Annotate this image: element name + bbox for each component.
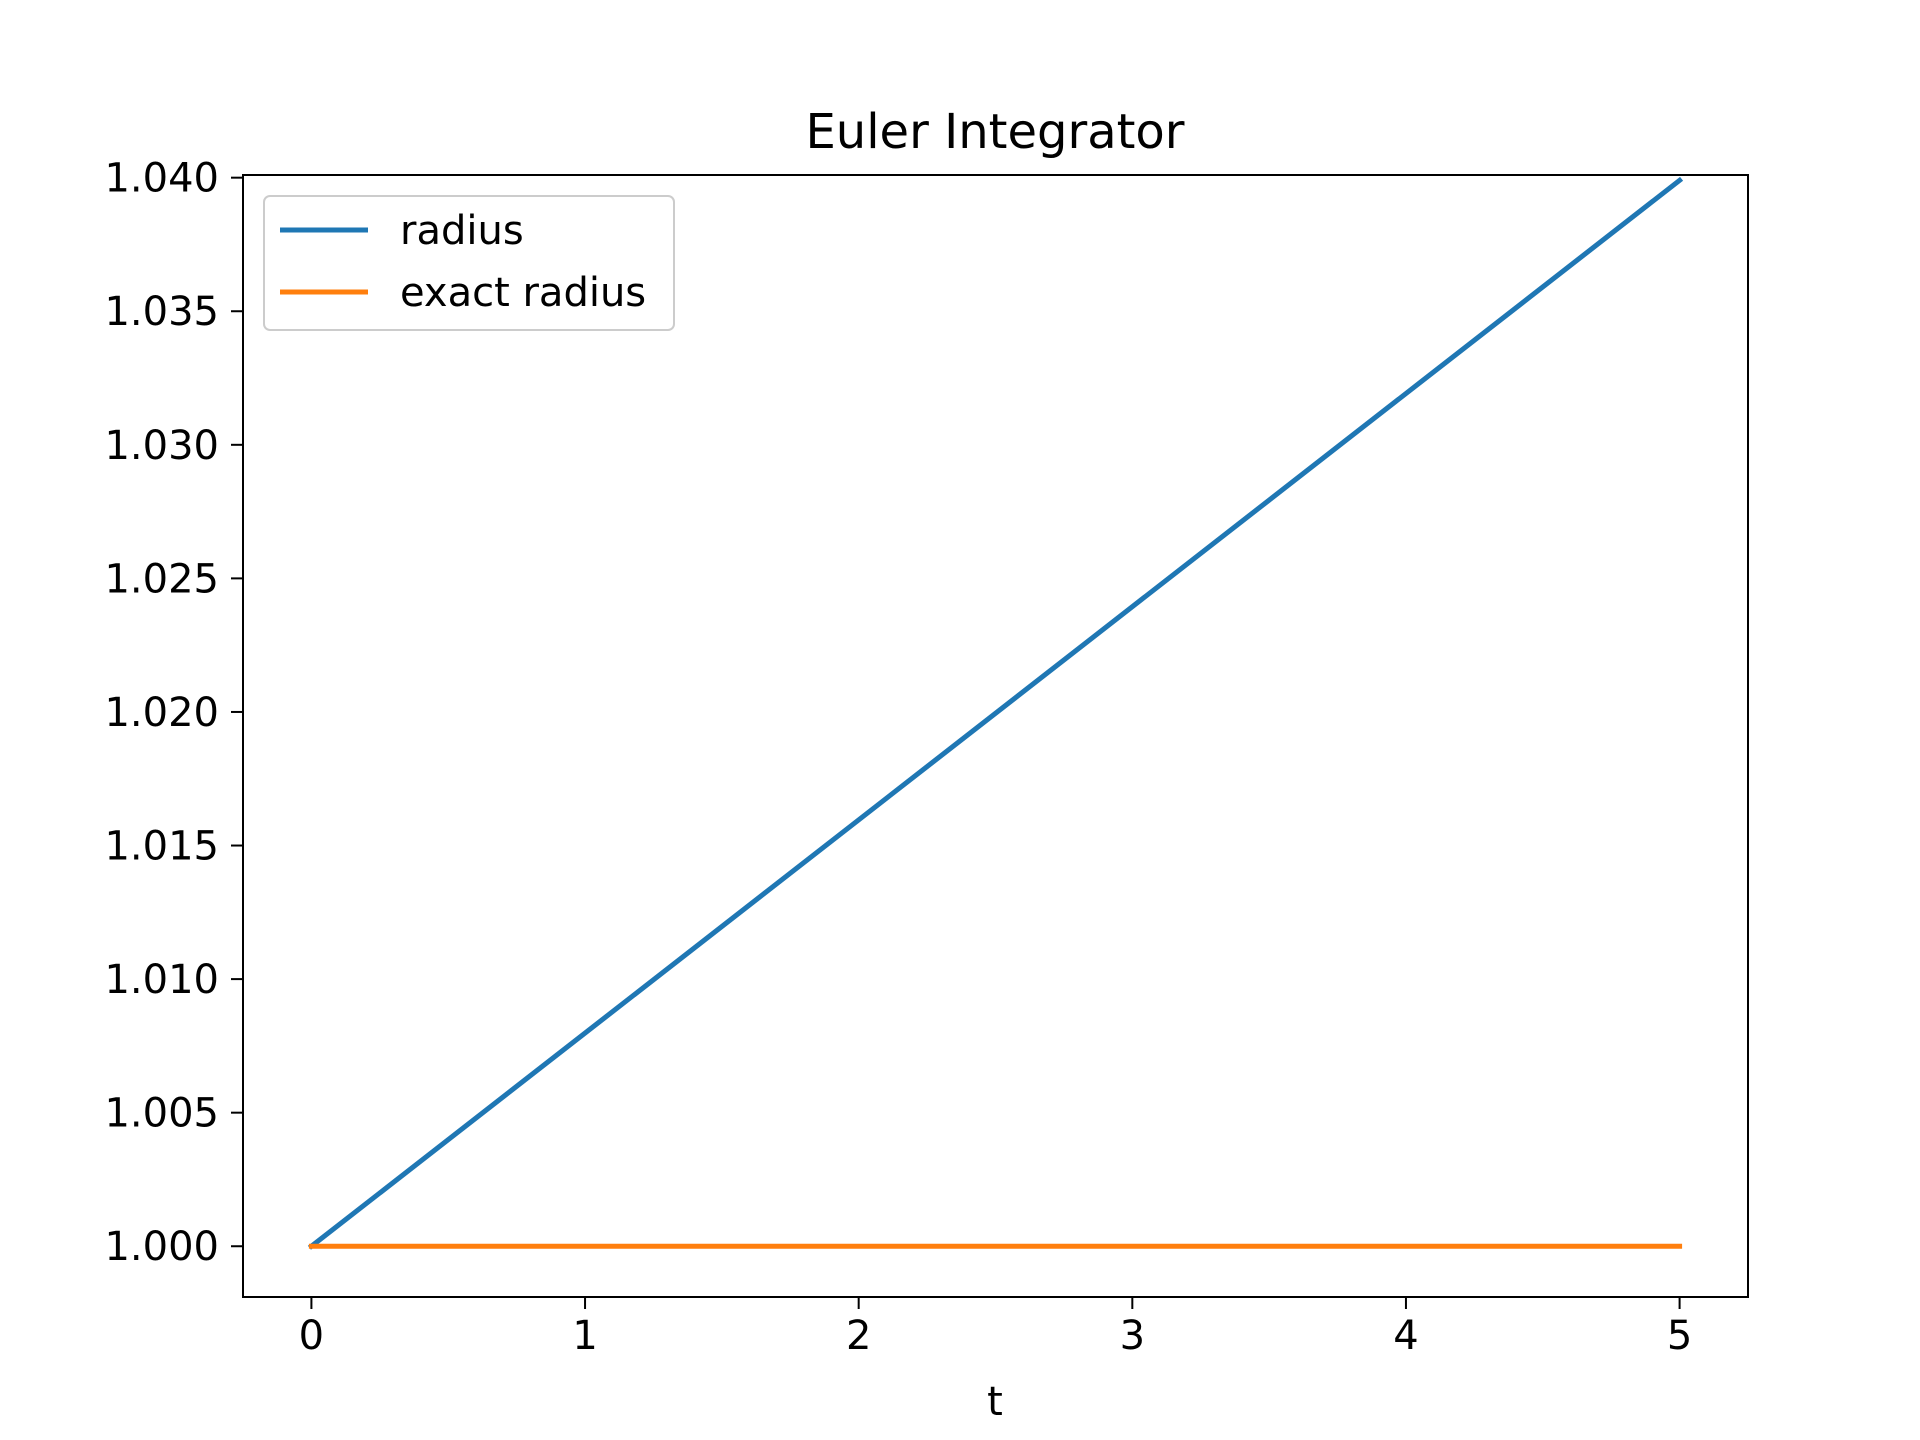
x-tick-label: 2 bbox=[846, 1313, 871, 1359]
y-tick-label: 1.005 bbox=[104, 1091, 219, 1137]
y-tick-label: 1.020 bbox=[104, 690, 219, 736]
y-tick-label: 1.035 bbox=[104, 289, 219, 335]
legend: radius exact radius bbox=[263, 195, 675, 331]
y-tick-label: 1.000 bbox=[104, 1224, 219, 1270]
y-axis: 1.000 1.005 1.010 1.015 1.020 1.025 1.030 1.035… bbox=[104, 156, 243, 1270]
x-axis-label: t bbox=[987, 1379, 1003, 1425]
y-tick-label: 1.025 bbox=[104, 556, 219, 602]
y-tick-label: 1.015 bbox=[104, 824, 219, 870]
x-tick-label: 0 bbox=[299, 1313, 324, 1359]
plot-frame bbox=[242, 174, 1749, 1298]
y-tick-label: 1.030 bbox=[104, 423, 219, 469]
legend-label: radius bbox=[400, 208, 524, 254]
y-tick-label: 1.010 bbox=[104, 957, 219, 1003]
chart-title: Euler Integrator bbox=[805, 104, 1184, 160]
x-tick-label: 4 bbox=[1393, 1313, 1418, 1359]
y-tick-label: 1.040 bbox=[104, 156, 219, 202]
series-line-1 bbox=[307, 176, 1684, 1250]
x-tick-label: 5 bbox=[1667, 1313, 1692, 1359]
plot-area bbox=[307, 176, 1684, 1250]
x-axis: 0 1 2 3 4 5 bbox=[299, 1297, 1692, 1359]
x-tick-label: 1 bbox=[572, 1313, 597, 1359]
legend-label: exact radius bbox=[400, 270, 646, 316]
x-tick-label: 3 bbox=[1120, 1313, 1145, 1359]
